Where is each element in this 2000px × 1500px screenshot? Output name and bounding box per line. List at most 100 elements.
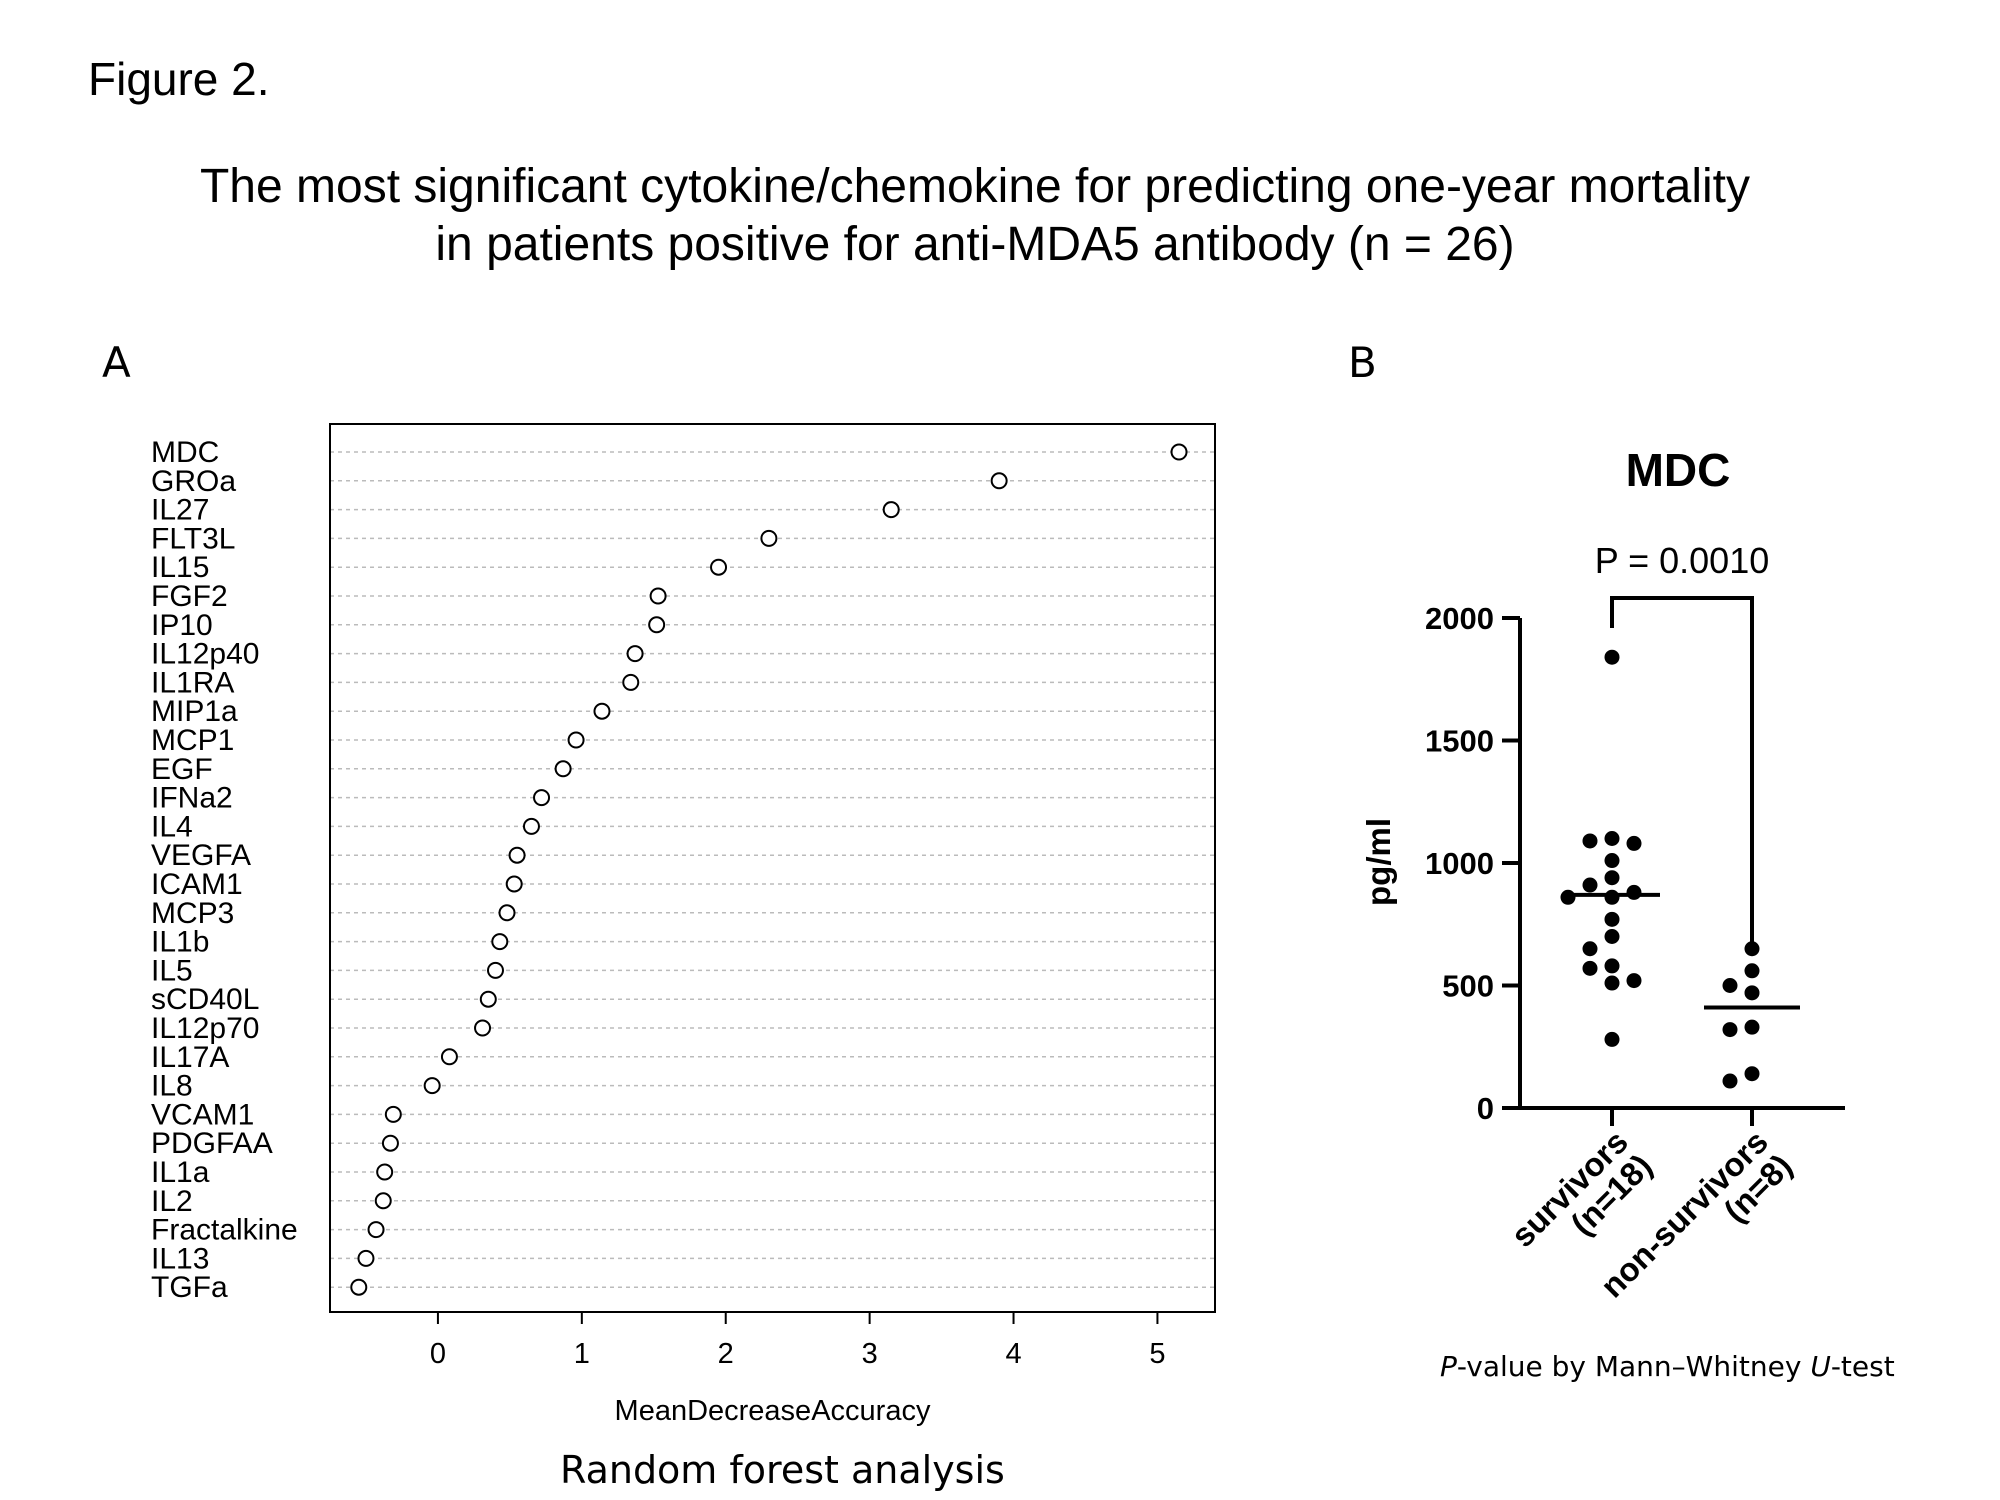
panel-b-caption: P-value by Mann–Whitney U-test: [1440, 1350, 1895, 1383]
category-label: IL15: [151, 551, 209, 584]
data-point: [1722, 1073, 1738, 1089]
category-label: IL13: [151, 1242, 209, 1275]
data-point: [1170, 443, 1188, 461]
category-label: IL1RA: [151, 666, 234, 699]
data-point: [1744, 1066, 1760, 1082]
data-point: [505, 875, 523, 893]
category-label: IL27: [151, 494, 209, 527]
data-point: [1604, 870, 1620, 886]
data-point: [1604, 831, 1620, 846]
data-point: [710, 558, 728, 576]
panel-b-label: B: [1348, 338, 1377, 387]
data-point: [1626, 835, 1642, 851]
caption-end: -test: [1830, 1350, 1895, 1383]
category-label: FLT3L: [151, 522, 235, 555]
category-label: IP10: [151, 609, 213, 642]
data-point: [384, 1105, 402, 1123]
caption-p-italic: P: [1440, 1350, 1457, 1383]
data-point: [1722, 978, 1738, 993]
y-tick-label: 500: [1442, 969, 1494, 1004]
category-label: MCP3: [151, 897, 234, 930]
y-axis-title: pg/ml: [1360, 818, 1397, 906]
data-point: [479, 990, 497, 1008]
data-point: [1560, 889, 1576, 905]
data-point: [357, 1249, 375, 1267]
data-point: [1604, 975, 1620, 991]
category-label: IL12p40: [151, 638, 259, 671]
category-label: FGF2: [151, 580, 228, 613]
chart-title: MDC: [1626, 444, 1731, 496]
category-label: IL1a: [151, 1156, 210, 1189]
data-point: [374, 1192, 392, 1210]
category-label: IL5: [151, 954, 193, 987]
category-label: MDC: [151, 436, 219, 469]
data-point: [1604, 649, 1620, 665]
figure-label: Figure 2.: [88, 53, 270, 105]
data-point: [1604, 958, 1620, 974]
category-label: IL12p70: [151, 1012, 259, 1045]
panel-a-caption: Random forest analysis: [560, 1448, 1005, 1492]
data-point: [1744, 963, 1760, 979]
category-label: PDGFAA: [151, 1127, 273, 1160]
data-point: [648, 616, 666, 634]
category-label: TGFa: [151, 1271, 228, 1304]
category-label: GROa: [151, 465, 236, 498]
data-point: [593, 702, 611, 720]
data-point: [1626, 973, 1642, 989]
y-tick-label: 0: [1477, 1091, 1494, 1126]
x-tick-label: 0: [430, 1338, 446, 1370]
category-label: IL1b: [151, 926, 209, 959]
x-tick-label: 2: [718, 1338, 734, 1370]
data-point: [376, 1163, 394, 1181]
data-point: [498, 904, 516, 922]
data-point: [367, 1221, 385, 1239]
data-point: [1582, 960, 1598, 976]
data-point: [1604, 889, 1620, 905]
data-point: [1626, 884, 1642, 900]
category-label: IL8: [151, 1070, 193, 1103]
figure-title-line-2: in patients positive for anti-MDA5 antib…: [435, 218, 1515, 271]
data-point: [1582, 833, 1598, 849]
panel-a-label: A: [102, 338, 131, 387]
y-tick-label: 2000: [1425, 601, 1494, 636]
y-tick-label: 1000: [1425, 846, 1494, 881]
data-point: [554, 760, 572, 778]
data-point: [533, 789, 551, 807]
y-tick-label: 1500: [1425, 724, 1494, 759]
data-point: [1582, 941, 1598, 957]
category-label: VCAM1: [151, 1098, 254, 1131]
caption-mid: -value by Mann–Whitney: [1456, 1350, 1811, 1383]
category-label: ICAM1: [151, 868, 243, 901]
data-point: [440, 1048, 458, 1066]
caption-u-italic: U: [1810, 1350, 1831, 1383]
data-point: [622, 673, 640, 691]
data-point: [1744, 985, 1760, 1001]
category-label: IL4: [151, 810, 193, 843]
data-point: [491, 933, 509, 951]
significance-bracket: [1610, 596, 1754, 945]
category-label: Fractalkine: [151, 1214, 298, 1247]
data-point: [350, 1278, 368, 1296]
data-point: [649, 587, 667, 605]
category-label: VEGFA: [151, 839, 251, 872]
p-value-annotation: P = 0.0010: [1595, 540, 1770, 581]
data-point: [486, 961, 504, 979]
x-tick-label: 1: [574, 1338, 590, 1370]
data-point: [1582, 877, 1598, 893]
data-point: [760, 529, 778, 547]
data-point: [567, 731, 585, 749]
x-axis-title: MeanDecreaseAccuracy: [615, 1395, 931, 1427]
data-point: [1604, 853, 1620, 869]
category-label: IFNa2: [151, 782, 233, 815]
data-point: [1744, 1019, 1760, 1035]
figure-title-line-1: The most significant cytokine/chemokine …: [199, 160, 1750, 213]
data-point: [990, 472, 1008, 490]
data-point: [626, 645, 644, 663]
data-point: [423, 1077, 441, 1095]
data-point: [882, 501, 900, 519]
category-label: MIP1a: [151, 695, 238, 728]
category-label: sCD40L: [151, 983, 259, 1016]
x-tick-label: 5: [1149, 1338, 1165, 1370]
